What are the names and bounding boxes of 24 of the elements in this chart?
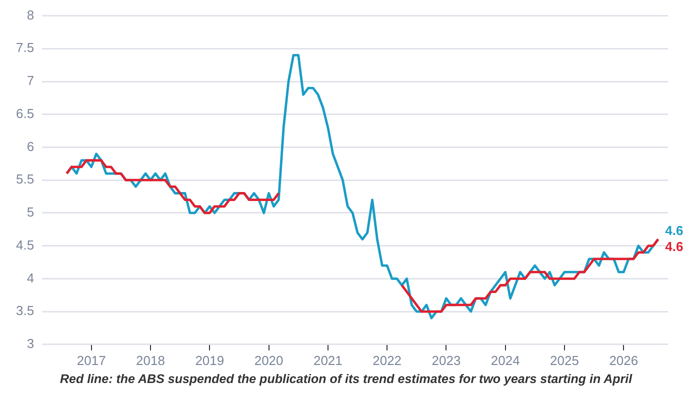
- y-tick-label: 5: [26, 204, 34, 220]
- y-tick-label: 6: [26, 138, 34, 154]
- data-label: 4.6: [665, 238, 684, 254]
- x-tick-label: 2026: [609, 352, 638, 368]
- y-tick-label: 4: [26, 270, 34, 286]
- x-tick-label: 2022: [372, 352, 402, 368]
- x-tick-label: 2025: [550, 352, 579, 368]
- x-tick-label: 2021: [313, 352, 342, 368]
- y-tick-label: 3.5: [16, 303, 34, 318]
- data-label: 4.6: [665, 222, 684, 238]
- x-tick-label: 2018: [136, 352, 165, 368]
- x-tick-label: 2017: [76, 352, 106, 368]
- y-tick-label: 6.5: [16, 106, 34, 121]
- x-tick-label: 2020: [254, 352, 284, 368]
- y-tick-label: 5.5: [16, 172, 34, 187]
- y-tick-label: 7.5: [16, 40, 34, 56]
- x-tick-label: 2019: [195, 352, 224, 368]
- y-tick-label: 8: [26, 7, 34, 22]
- x-tick-label: 2023: [432, 352, 461, 368]
- y-tick-label: 3: [26, 336, 34, 351]
- text: Red line: the ABS suspended the publication of its trend estimates for two years starting in April: [60, 372, 634, 387]
- y-tick-label: 7: [26, 73, 34, 88]
- x-tick-label: 2024: [490, 352, 520, 368]
- y-tick-label: 4.5: [16, 237, 34, 252]
